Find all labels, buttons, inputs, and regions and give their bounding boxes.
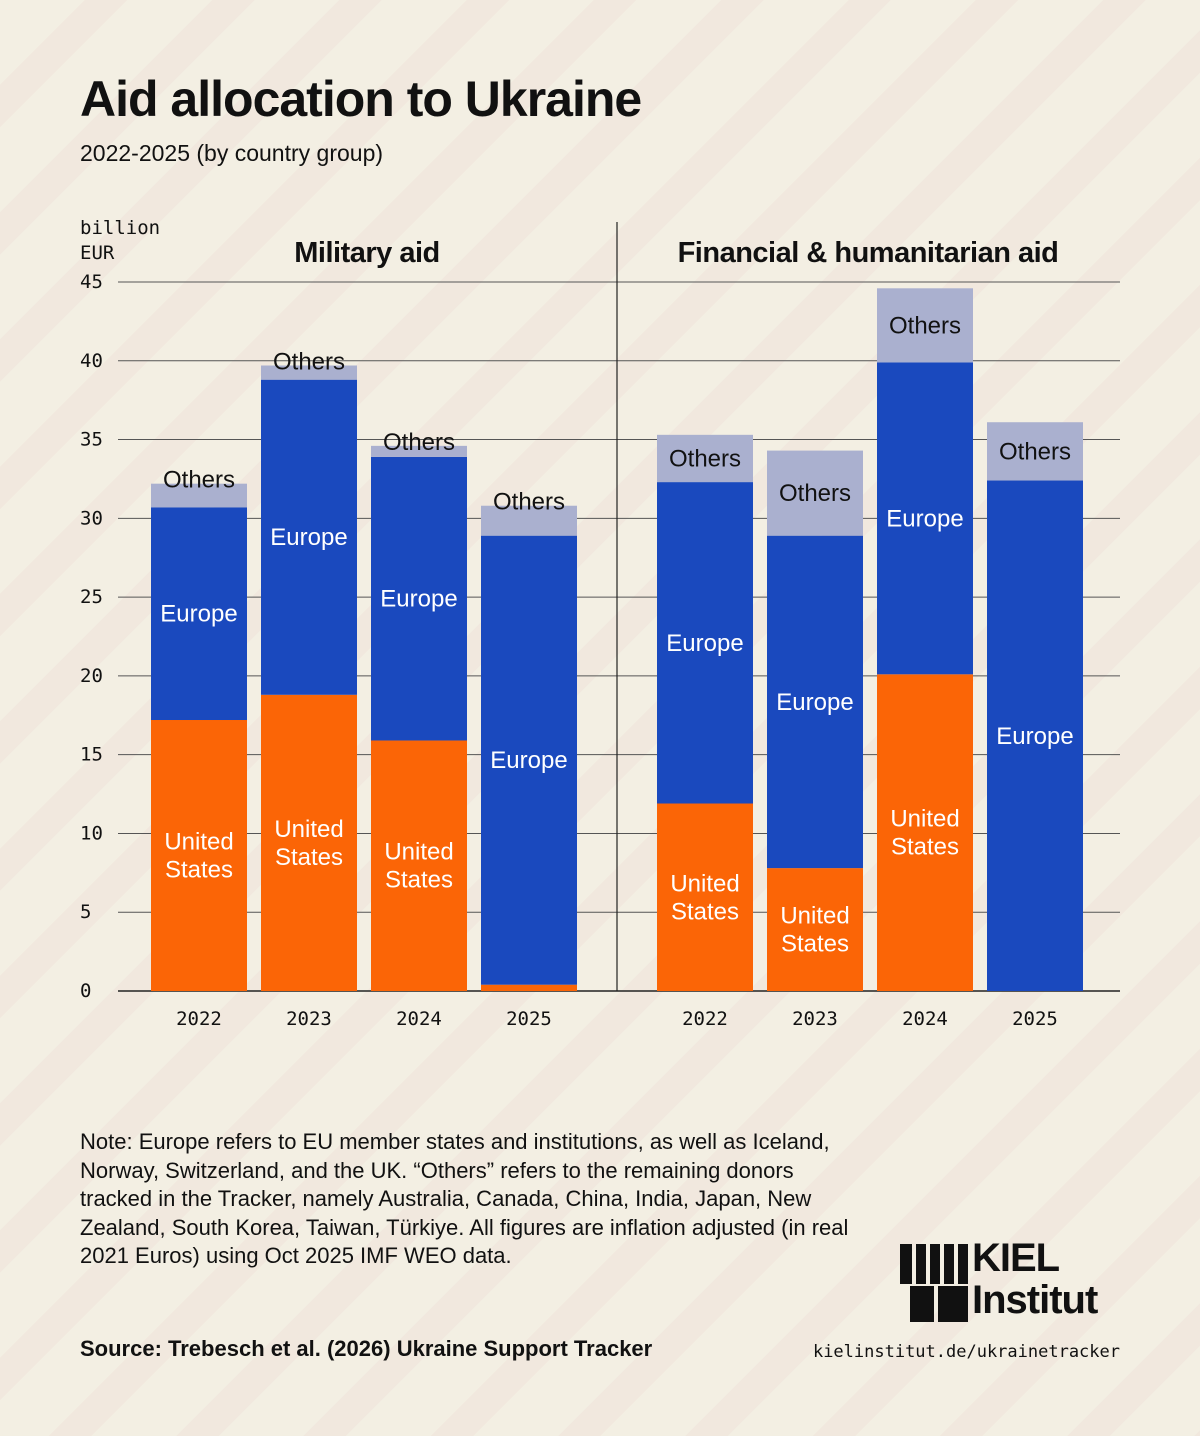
- segment-label: United: [384, 839, 453, 866]
- panel-title: Financial & humanitarian aid: [678, 237, 1059, 269]
- logo-text-institut: Institut: [972, 1278, 1098, 1322]
- bar-segment: [371, 456, 467, 741]
- segment-label: States: [671, 898, 739, 925]
- segment-label: States: [781, 931, 849, 958]
- segment-label: Europe: [380, 586, 457, 613]
- segment-label: Europe: [666, 630, 743, 657]
- segment-label: Europe: [270, 524, 347, 551]
- bar-segment: [261, 379, 357, 695]
- y-tick-label: 25: [80, 586, 103, 608]
- segment-label: Others: [889, 312, 961, 339]
- bar-segment: [657, 803, 753, 991]
- bar-segment: [767, 868, 863, 991]
- x-tick-label: 2024: [902, 1008, 948, 1030]
- y-tick-label: 35: [80, 429, 103, 451]
- bar-segment: [151, 483, 247, 508]
- segment-label: Europe: [886, 505, 963, 532]
- segment-label: States: [275, 844, 343, 871]
- segment-label: United: [274, 816, 343, 843]
- bar-segment: [657, 482, 753, 804]
- segment-label: Europe: [490, 747, 567, 774]
- bar-segment: [371, 445, 467, 457]
- segment-label: Others: [669, 445, 741, 472]
- kiel-institut-logo: KIEL Institut: [900, 1236, 1122, 1324]
- bar-segment: [877, 362, 973, 675]
- segment-label: Others: [493, 489, 565, 516]
- x-tick-label: 2022: [176, 1008, 222, 1030]
- note-text: Note: Europe refers to EU member states …: [80, 1129, 849, 1268]
- segment-label: Europe: [996, 723, 1073, 750]
- bar-segment: [151, 507, 247, 721]
- x-tick-label: 2025: [506, 1008, 552, 1030]
- y-tick-label: 0: [80, 980, 91, 1002]
- segment-label: Europe: [160, 601, 237, 628]
- panel-title: Military aid: [294, 237, 440, 269]
- bar-segment: [767, 450, 863, 536]
- chart-title: Aid allocation to Ukraine: [80, 71, 642, 127]
- bar-segment: [261, 694, 357, 991]
- bar-segment: [877, 674, 973, 991]
- y-axis-label: billion: [80, 217, 160, 239]
- y-tick-label: 30: [80, 507, 103, 529]
- bar-segment: [987, 422, 1083, 481]
- bar-segment: [481, 535, 577, 985]
- segment-label: Others: [273, 349, 345, 376]
- bar-segment: [151, 720, 247, 991]
- y-tick-label: 5: [80, 901, 91, 923]
- x-tick-label: 2025: [1012, 1008, 1058, 1030]
- source-text: Source: Trebesch et al. (2026) Ukraine S…: [80, 1336, 653, 1361]
- segment-label: Others: [779, 480, 851, 507]
- y-tick-label: 45: [80, 271, 103, 293]
- y-tick-label: 10: [80, 822, 103, 844]
- segment-label: Others: [999, 438, 1071, 465]
- x-tick-label: 2022: [682, 1008, 728, 1030]
- segment-label: States: [891, 834, 959, 861]
- x-tick-label: 2023: [286, 1008, 332, 1030]
- segment-label: United: [890, 806, 959, 833]
- x-tick-label: 2024: [396, 1008, 442, 1030]
- segment-label: United: [670, 870, 739, 897]
- y-tick-label: 15: [80, 744, 103, 766]
- x-tick-label: 2023: [792, 1008, 838, 1030]
- segment-label: Europe: [776, 689, 853, 716]
- chart-subtitle: 2022-2025 (by country group): [80, 140, 384, 166]
- bar-segment: [481, 984, 577, 991]
- logo-text-kiel: KIEL: [972, 1236, 1060, 1280]
- segment-label: States: [165, 857, 233, 884]
- bar-segment: [657, 434, 753, 483]
- y-tick-label: 20: [80, 665, 103, 687]
- segment-label: Others: [163, 467, 235, 494]
- bar-segment: [877, 288, 973, 363]
- segment-label: United: [164, 829, 233, 856]
- bar-segment: [987, 480, 1083, 991]
- y-axis-label: EUR: [80, 242, 115, 264]
- logo-bars-icon: [900, 1244, 970, 1324]
- y-tick-label: 40: [80, 350, 103, 372]
- bar-segment: [481, 505, 577, 536]
- segment-label: States: [385, 867, 453, 894]
- bar-segment: [261, 365, 357, 380]
- segment-label: United: [780, 903, 849, 930]
- bar-segment: [371, 740, 467, 991]
- segment-label: Others: [383, 429, 455, 456]
- bar-segment: [767, 535, 863, 869]
- tracker-url: kielinstitut.de/ukrainetracker: [812, 1342, 1120, 1362]
